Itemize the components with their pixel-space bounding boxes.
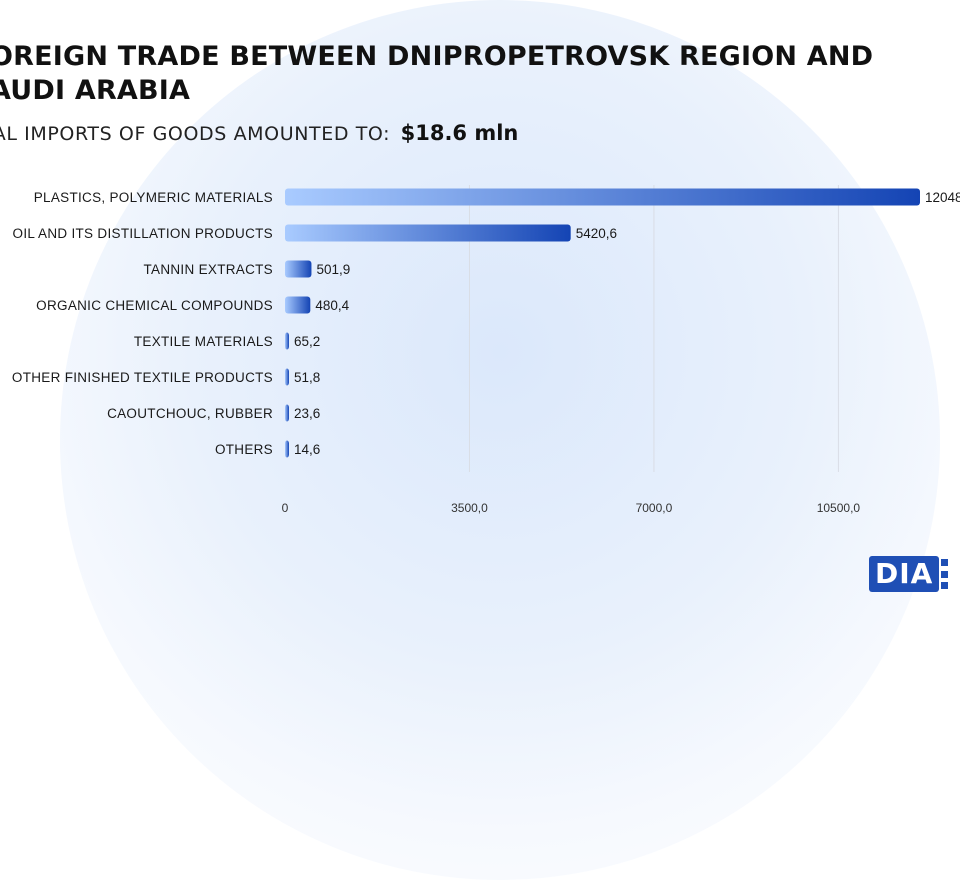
dia-logo: DIA [869,556,951,592]
logo-mark-icon [941,556,951,592]
category-labels: PLASTICS, POLYMERIC MATERIALS OIL AND ITS… [12,190,273,457]
x-tick-label: 7000,0 [636,501,673,515]
category-label: OTHERS [215,442,273,457]
value-label: 65,2 [294,334,320,349]
category-label: OIL AND ITS DISTILLATION PRODUCTS [13,226,273,241]
value-label: 12048 [925,190,960,205]
category-label: CAOUTCHOUC, RUBBER [107,406,273,421]
x-tick-labels: 0 3500,0 7000,0 10500,0 [282,501,861,515]
value-label: 51,8 [294,370,320,385]
bar [285,368,289,386]
bar [285,224,571,242]
value-label: 5420,6 [576,226,617,241]
bar [285,404,289,422]
bar [285,440,289,458]
subtitle-value: $18.6 mln [400,121,519,145]
bar [285,332,289,350]
category-label: ORGANIC CHEMICAL COMPOUNDS [36,298,273,313]
value-label: 480,4 [315,298,349,313]
bar [285,296,311,314]
x-tick-label: 0 [282,501,289,515]
category-label: PLASTICS, POLYMERIC MATERIALS [34,190,273,205]
x-tick-label: 3500,0 [451,501,488,515]
logo-text: DIA [869,556,940,592]
category-label: OTHER FINISHED TEXTILE PRODUCTS [12,370,273,385]
value-label: 23,6 [294,406,320,421]
bars [285,188,920,458]
category-label: TEXTILE MATERIALS [134,334,273,349]
subtitle-text: TAL IMPORTS OF GOODS AMOUNTED TO: [0,123,391,145]
chart-title: OREIGN TRADE BETWEEN DNIPROPETROVSK REGI… [0,41,874,106]
value-labels: 12048 5420,6 501,9 480,4 65,2 51,8 23,6 14,6 [294,190,960,457]
category-label: TANNIN EXTRACTS [143,262,273,277]
x-tick-label: 10500,0 [817,501,861,515]
chart-subtitle: TAL IMPORTS OF GOODS AMOUNTED TO: $18.6 … [0,121,518,145]
bar [285,188,920,206]
bar-chart: PLASTICS, POLYMERIC MATERIALS OIL AND ITS… [12,185,960,515]
value-label: 14,6 [294,442,320,457]
bar [285,260,312,278]
value-label: 501,9 [316,262,350,277]
